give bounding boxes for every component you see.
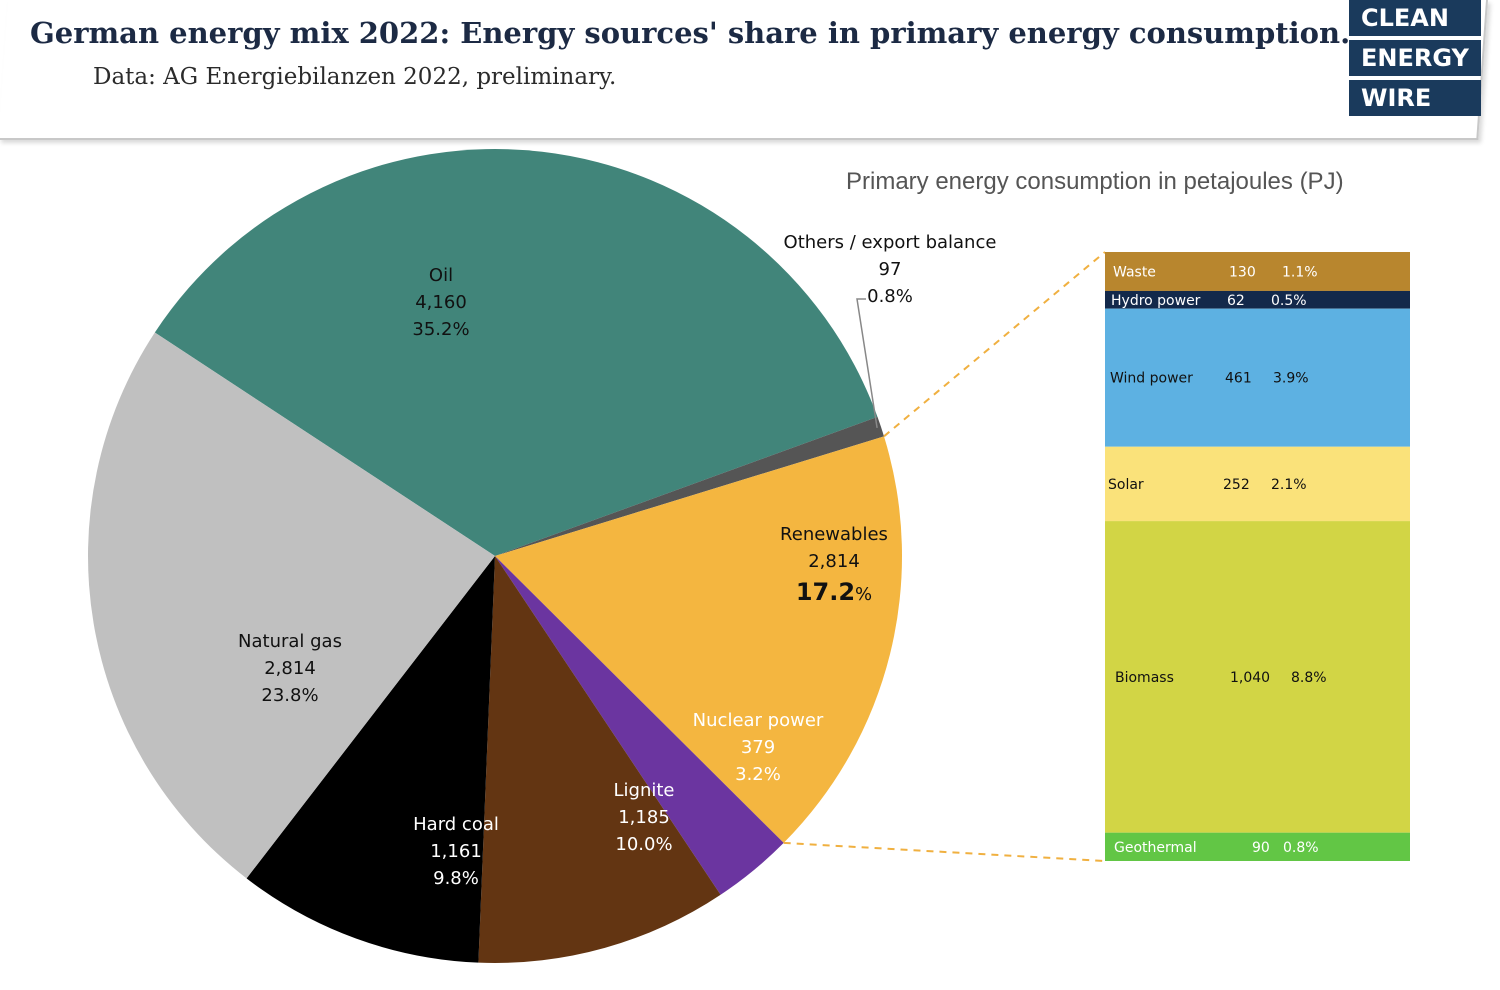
bar-rect [1105, 446, 1410, 522]
segment-share: 3.9% [1273, 371, 1309, 387]
slice-share: 9.8% [433, 868, 479, 889]
slice-share: 10.0% [615, 834, 672, 855]
slice-value: 1,185 [618, 807, 670, 828]
pie-label-oil: Oil 4,160 35.2% [412, 265, 469, 340]
bar-segment-solar: Solar 252 2.1% [1105, 446, 1410, 522]
chart-subtitle: Data: AG Energiebilanzen 2022, prelimina… [93, 64, 617, 90]
bar-segment-geothermal: Geothermal 90 0.8% [1105, 832, 1410, 861]
segment-name: Geothermal [1114, 840, 1197, 856]
chart-title: German energy mix 2022: Energy sources' … [30, 16, 1351, 50]
pie-label-others-export-balance: Others / export balance 97 0.8% [784, 232, 997, 307]
bar-segment-hydro-power: Hydro power 62 0.5% [1105, 290, 1410, 309]
segment-value: 90 [1252, 840, 1270, 856]
segment-share: 1.1% [1282, 265, 1318, 281]
segment-share: 0.8% [1283, 840, 1319, 856]
bar-segment-wind-power: Wind power 461 3.9% [1105, 308, 1410, 447]
slice-name: Hard coal [413, 814, 499, 835]
bar-segment-biomass: Biomass 1,040 8.8% [1105, 521, 1410, 833]
renewables-breakdown-bar: Waste 130 1.1% Hydro power 62 0.5% Wind power 4… [1105, 252, 1410, 861]
slice-value: 2,814 [808, 551, 860, 572]
pie-slice-others-export-balance [495, 416, 885, 556]
segment-name: Wind power [1110, 371, 1193, 387]
segment-value: 130 [1229, 265, 1256, 281]
segment-share: 0.5% [1271, 293, 1307, 309]
pie-slice-renewables [495, 436, 903, 843]
slice-name: Others / export balance [784, 232, 997, 253]
pie-chart [88, 149, 903, 963]
segment-share: 2.1% [1271, 477, 1307, 493]
bar-chart-title: Primary energy consumption in petajoules… [846, 168, 1344, 195]
segment-name: Waste [1113, 265, 1156, 281]
slice-name: Lignite [614, 780, 675, 801]
pie-to-bar-connectors [783, 251, 1106, 862]
pie-label-renewables: Renewables 2,814 17.2% [780, 524, 888, 606]
bar-rect [1105, 521, 1410, 833]
bar-rect [1105, 290, 1410, 309]
bar-segment-waste: Waste 130 1.1% [1105, 252, 1410, 291]
segment-name: Biomass [1115, 670, 1174, 686]
bar-rect [1105, 308, 1410, 447]
slice-share: 3.2% [735, 764, 781, 785]
slice-value: 2,814 [264, 658, 316, 679]
slice-name: Natural gas [238, 631, 342, 652]
segment-value: 252 [1223, 477, 1250, 493]
segment-share: 8.8% [1291, 670, 1327, 686]
segment-name: Solar [1108, 477, 1144, 493]
pie-labels: Oil 4,160 35.2% Others / export balance 97 0.… [238, 232, 996, 889]
slice-share: 23.8% [261, 685, 318, 706]
pie-slice-hard-coal [246, 556, 495, 963]
clean-energy-wire-logo: CLEAN ENERGY WIRE [1349, 0, 1481, 120]
segment-value: 62 [1227, 293, 1245, 309]
pie-slice-nuclear-power [495, 556, 784, 895]
pie-slice-oil [154, 149, 878, 556]
slice-name: Nuclear power [693, 710, 824, 731]
slice-value: 379 [741, 737, 775, 758]
pie-label-hard-coal: Hard coal 1,161 9.8% [413, 814, 499, 889]
slice-share: 17.2% [796, 578, 872, 606]
slice-value: 97 [879, 259, 902, 280]
others-leader-line [856, 298, 878, 429]
segment-name: Hydro power [1111, 293, 1201, 309]
slice-name: Renewables [780, 524, 888, 545]
pie-slice-natural-gas [88, 332, 495, 879]
pie-label-lignite: Lignite 1,185 10.0% [614, 780, 675, 855]
pie-label-natural-gas: Natural gas 2,814 23.8% [238, 631, 342, 706]
segment-value: 1,040 [1230, 670, 1270, 686]
slice-value: 4,160 [415, 292, 467, 313]
pie-label-nuclear-power: Nuclear power 379 3.2% [693, 710, 824, 785]
logo-line-3: WIRE [1355, 80, 1438, 116]
bar-rect [1105, 832, 1410, 861]
bar-rect [1105, 252, 1410, 291]
slice-share: 35.2% [412, 319, 469, 340]
connector-top [883, 251, 1106, 438]
slice-value: 1,161 [430, 841, 482, 862]
pie-slice-lignite [478, 556, 721, 963]
segment-value: 461 [1225, 371, 1252, 387]
logo-line-1: CLEAN [1355, 0, 1455, 36]
connector-bottom [783, 841, 1106, 862]
slice-share: 0.8% [867, 286, 913, 307]
logo-line-2: ENERGY [1355, 40, 1475, 76]
slice-name: Oil [429, 265, 453, 286]
